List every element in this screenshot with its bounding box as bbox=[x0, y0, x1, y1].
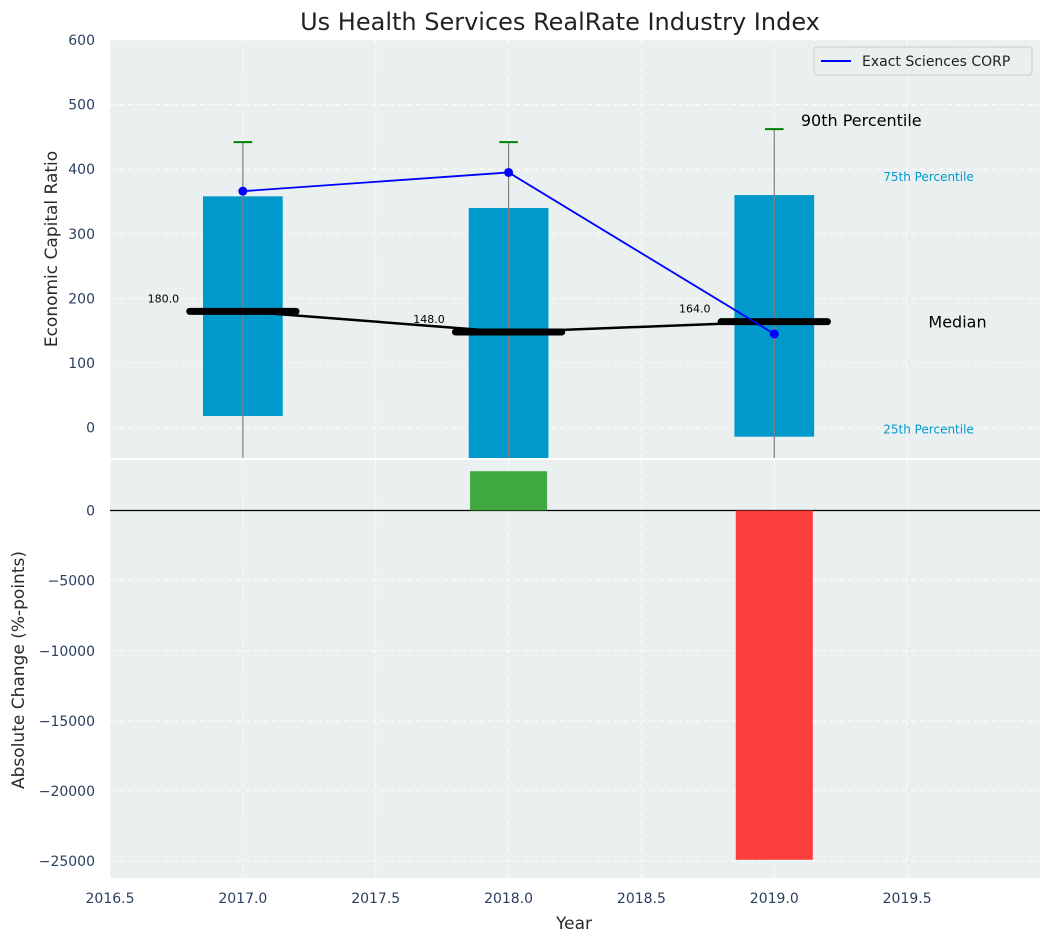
median-annotation: Median bbox=[928, 313, 986, 332]
bottom-y-tick-label: −25000 bbox=[39, 854, 95, 870]
x-tick-label: 2018.0 bbox=[484, 891, 533, 907]
top-y-tick-label: 0 bbox=[86, 421, 95, 437]
chart-marks: 180.0 148.0 164.0 90th Percentile 75th Perce… bbox=[110, 111, 1040, 860]
top-y-tick-label: 600 bbox=[68, 33, 95, 49]
series-point bbox=[769, 329, 779, 339]
top-y-tick-label: 300 bbox=[68, 227, 95, 243]
series-point bbox=[504, 167, 514, 177]
p90-annotation: 90th Percentile bbox=[801, 111, 922, 130]
top-y-axis-label: Economic Capital Ratio bbox=[42, 151, 62, 347]
x-tick-label: 2017.5 bbox=[351, 891, 400, 907]
median-value-label: 148.0 bbox=[413, 313, 445, 326]
legend: Exact Sciences CORP bbox=[813, 46, 1033, 76]
bottom-y-tick-label: −20000 bbox=[39, 784, 95, 800]
bottom-plot-area bbox=[110, 460, 1040, 878]
series-point bbox=[238, 186, 248, 196]
p75-annotation: 75th Percentile bbox=[883, 170, 974, 184]
bottom-plot-background bbox=[110, 460, 1040, 878]
top-y-tick-label: 100 bbox=[68, 356, 95, 372]
median-value-label: 164.0 bbox=[679, 303, 711, 316]
top-y-tick-label: 200 bbox=[68, 291, 95, 307]
x-tick-label: 2019.0 bbox=[750, 891, 799, 907]
change-bar-2018 bbox=[470, 471, 548, 511]
legend-box bbox=[813, 46, 1033, 76]
change-bar-2019 bbox=[735, 510, 813, 860]
bottom-y-axis-label: Absolute Change (%-points) bbox=[9, 551, 29, 789]
x-axis-label: Year bbox=[555, 914, 592, 934]
x-tick-label: 2018.5 bbox=[617, 891, 666, 907]
top-y-tick-label: 500 bbox=[68, 98, 95, 114]
x-tick-label: 2016.5 bbox=[86, 891, 135, 907]
x-tick-label: 2017.0 bbox=[218, 891, 267, 907]
tick-labels: 2016.5 2017.0 2017.5 2018.0 2018.5 2019.0 2019… bbox=[39, 33, 932, 907]
top-y-tick-label: 400 bbox=[68, 162, 95, 178]
legend-label: Exact Sciences CORP bbox=[862, 54, 1010, 70]
bottom-y-tick-label: −15000 bbox=[39, 714, 95, 730]
bottom-y-tick-label: 0 bbox=[86, 503, 95, 519]
chart-title: Us Health Services RealRate Industry Ind… bbox=[300, 8, 820, 36]
median-value-label: 180.0 bbox=[148, 292, 180, 305]
p25-annotation: 25th Percentile bbox=[883, 423, 974, 437]
bottom-y-tick-label: −10000 bbox=[39, 644, 95, 660]
x-tick-label: 2019.5 bbox=[883, 891, 932, 907]
bottom-y-tick-label: −5000 bbox=[48, 574, 95, 590]
